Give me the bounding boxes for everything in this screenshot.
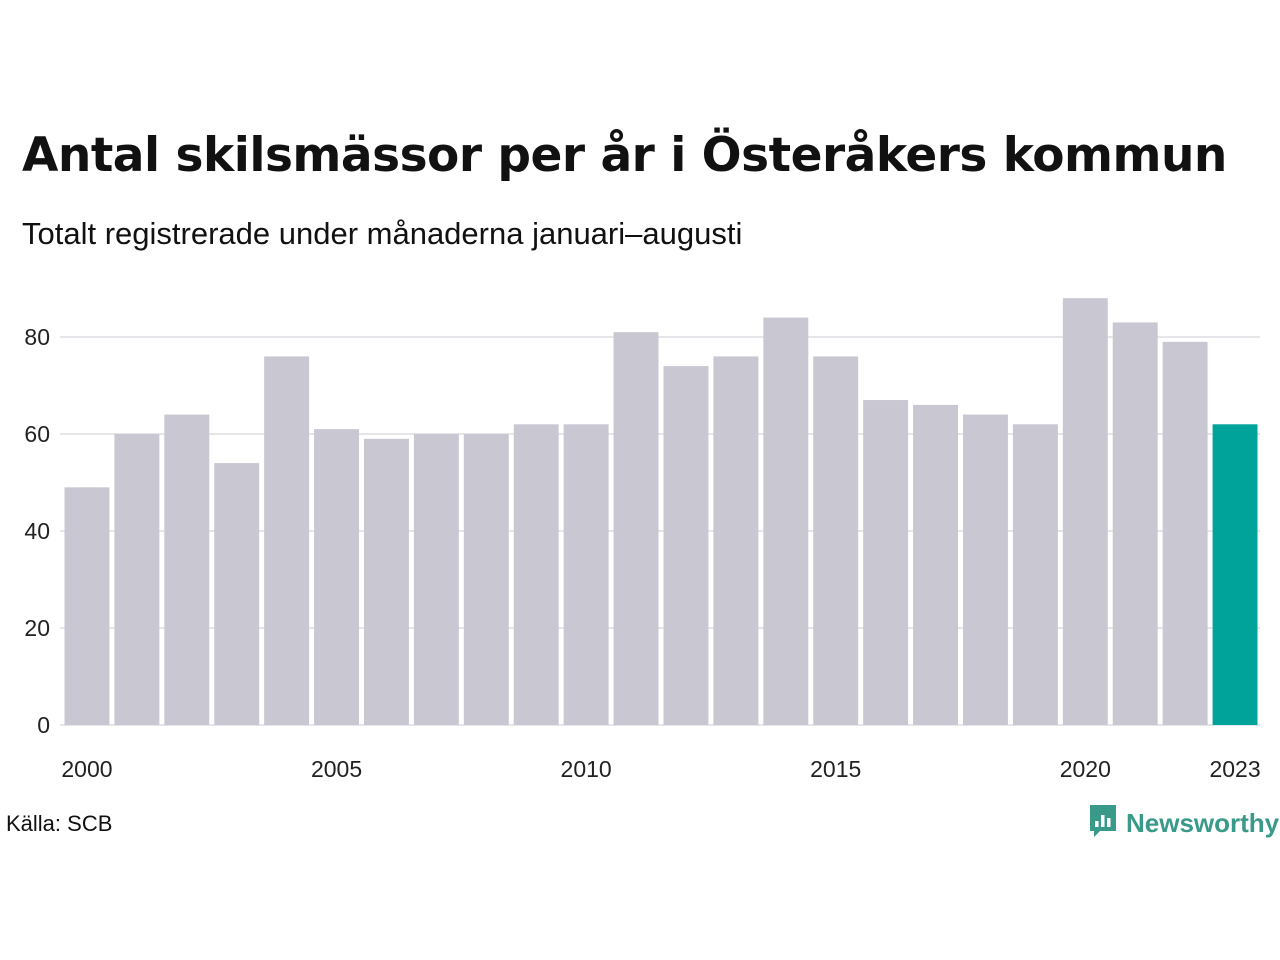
x-tick-label: 2010 xyxy=(561,756,612,782)
bar-chart-speech-bubble-icon xyxy=(1088,803,1118,844)
y-tick-label: 40 xyxy=(24,518,50,544)
bar-2005 xyxy=(314,429,359,725)
bar-2008 xyxy=(463,434,509,725)
bar-2021 xyxy=(1112,322,1158,725)
bar-2007 xyxy=(413,434,459,725)
chart-subtitle: Totalt registrerade under månaderna janu… xyxy=(22,216,743,251)
bar-2018 xyxy=(963,414,1008,725)
brand-name: Newsworthy xyxy=(1126,808,1280,838)
bar-2022 xyxy=(1162,341,1208,725)
y-tick-label: 0 xyxy=(37,712,50,738)
bar-2015 xyxy=(813,356,859,725)
bar-2023 xyxy=(1212,424,1258,725)
newsworthy-logo: Newsworthy xyxy=(1088,803,1279,844)
bar-2002 xyxy=(164,414,210,725)
bar-2019 xyxy=(1012,424,1058,725)
source-note: Källa: SCB xyxy=(6,811,113,836)
bar-2016 xyxy=(863,400,909,725)
gridlines xyxy=(60,336,1260,726)
bar-2000 xyxy=(64,487,110,725)
bar-2009 xyxy=(513,424,559,725)
bar-2020 xyxy=(1062,298,1108,725)
y-tick-label: 80 xyxy=(24,324,50,350)
bar-2014 xyxy=(763,317,809,725)
bar-2010 xyxy=(563,424,609,725)
bar-2003 xyxy=(214,463,260,725)
bar-2011 xyxy=(613,332,659,725)
bar-2012 xyxy=(663,366,709,725)
bar-2013 xyxy=(713,356,759,725)
bar-2001 xyxy=(114,434,160,725)
y-tick-label: 20 xyxy=(24,615,50,641)
bar-2004 xyxy=(264,356,310,725)
bar-2006 xyxy=(364,438,409,725)
x-tick-label: 2005 xyxy=(311,756,362,782)
x-axis-ticks: 2000 2005 2010 2015 2020 2023 xyxy=(61,756,1260,782)
chart-title: Antal skilsmässor per år i Österåkers ko… xyxy=(22,128,1227,183)
bars xyxy=(64,298,1258,725)
bar-chart: 0 20 40 60 80 2000 2005 2010 2015 2020 2023 xyxy=(24,298,1261,782)
x-tick-label: 2015 xyxy=(810,756,861,782)
x-tick-label: 2020 xyxy=(1060,756,1111,782)
y-axis-ticks: 0 20 40 60 80 xyxy=(24,324,50,738)
x-tick-label: 2000 xyxy=(61,756,112,782)
x-tick-label: 2023 xyxy=(1209,756,1260,782)
bar-2017 xyxy=(913,404,958,725)
y-tick-label: 60 xyxy=(24,421,50,447)
